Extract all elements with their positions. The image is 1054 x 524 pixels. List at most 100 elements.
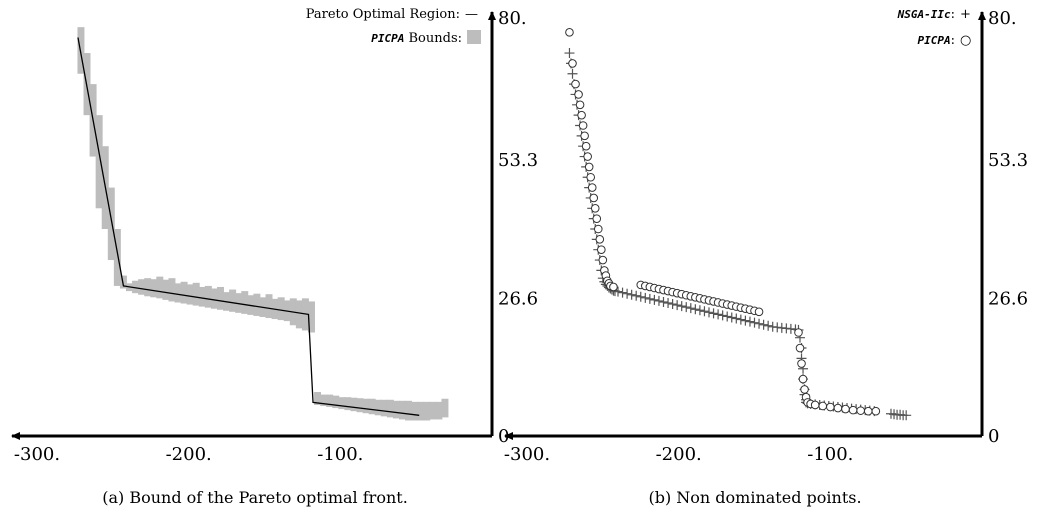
legend-nsga-label: NSGA-IIc: (897, 7, 955, 22)
nsga-point (672, 300, 683, 311)
picpa-point (583, 152, 592, 161)
picpa-point (841, 404, 850, 414)
picpa-point (598, 255, 608, 265)
bounds-bar (435, 401, 443, 420)
bounds-bar (374, 399, 382, 416)
bounds-bar (241, 291, 249, 314)
bounds-bar (392, 400, 400, 419)
bounds-bar (265, 294, 273, 319)
nsga-point (663, 298, 674, 309)
picpa-point (568, 59, 577, 68)
y-tick-label: 26.6 (988, 288, 1028, 309)
pareto-optimal-line (77, 37, 420, 416)
bounds-bar (417, 401, 425, 421)
nsga-point (901, 410, 912, 421)
picpa-point (565, 28, 574, 37)
picpa-point (578, 121, 588, 130)
nsga-point (653, 295, 664, 306)
y-tick-label: 80. (988, 8, 1017, 29)
picpa-point (826, 402, 835, 412)
picpa-point (590, 204, 600, 213)
bounds-bar (186, 284, 194, 305)
bounds-bar (132, 280, 140, 294)
nsga-point (635, 291, 646, 302)
picpa-point (580, 131, 589, 141)
caption-b: (b) Non dominated points. (648, 488, 861, 507)
nsga-point (690, 304, 701, 315)
y-tick-label: 80. (498, 8, 527, 29)
picpa-point (818, 401, 828, 411)
bounds-bar (210, 288, 218, 309)
picpa-point (856, 406, 865, 415)
nsga-point (726, 312, 737, 323)
bounds-bar (138, 279, 146, 295)
bounds-bar (95, 115, 103, 209)
legend-nsga-glyph: + (960, 7, 971, 22)
bounds-bar (253, 293, 261, 316)
bounds-bar (192, 282, 200, 306)
bounds-bar (380, 399, 388, 417)
nsga-point (631, 290, 642, 301)
legend-bounds-italic: PICPA (371, 32, 404, 45)
nsga-point (667, 299, 678, 310)
nsga-point (717, 310, 728, 321)
bounds-bar (204, 285, 212, 308)
nsga-point (658, 296, 669, 307)
x-tick-label: -200. (656, 444, 702, 465)
picpa-point (810, 400, 820, 410)
nsga-point (644, 293, 655, 304)
bounds-bar (308, 301, 315, 333)
picpa-point (574, 90, 583, 99)
bounds-bar (174, 283, 182, 303)
picpa-point (587, 183, 597, 192)
legend-nsga-suffix: : (951, 7, 955, 22)
legend-nsga-italic: NSGA-IIc (897, 8, 951, 21)
nsga-point (731, 313, 742, 324)
picpa-point (595, 235, 605, 244)
bounds-bar (362, 398, 370, 414)
picpa-points (565, 28, 881, 416)
nsga-point (758, 319, 769, 330)
nsga-point (754, 318, 765, 329)
bounds-bar (113, 229, 121, 286)
bounds-bar (314, 392, 322, 405)
bounds-bar (144, 278, 152, 297)
picpa-point (871, 406, 881, 416)
legend-bounds-swatch (467, 30, 481, 44)
bounds-bar (162, 279, 170, 300)
bounds-bar (441, 398, 449, 418)
bounds-bar (277, 297, 285, 321)
legend-picpa-italic: PICPA (917, 34, 950, 47)
x-tick-label: -300. (504, 444, 550, 465)
bounds-bar (344, 397, 352, 411)
picpa-point (800, 385, 809, 394)
nsga-point (694, 305, 705, 316)
nsga-point (622, 288, 633, 299)
bounds-bar (107, 187, 115, 261)
caption-a: (a) Bound of the Pareto optimal front. (102, 488, 408, 507)
bounds-bar (168, 278, 176, 302)
nsga-point (722, 311, 733, 322)
picpa-point (586, 172, 596, 182)
picpa-point (848, 405, 858, 415)
bounds-bar (386, 399, 394, 418)
y-tick-label: 0 (988, 426, 999, 447)
picpa-point (581, 141, 591, 151)
nsga-point (617, 287, 628, 298)
bounds-bar (405, 400, 413, 421)
bounds-bar (326, 394, 334, 408)
x-tick-label: -200. (166, 444, 212, 465)
nsga-point (704, 307, 714, 318)
picpa-point (575, 100, 585, 110)
bounds-bar (156, 276, 164, 299)
legend-pareto-glyph: — (465, 7, 478, 22)
nsga-point (567, 68, 578, 79)
panel-a: -300. -200. -100. 80. 53.3 26.6 0 Pareto Optim… (11, 7, 538, 507)
legend: Pareto Optimal Region: — PICPA Bounds: (306, 7, 481, 46)
nsga-point (713, 309, 724, 320)
nsga-point (685, 303, 696, 314)
nsga-point (681, 302, 692, 313)
bounds-bar (320, 394, 328, 406)
bounds-bar (332, 395, 340, 409)
